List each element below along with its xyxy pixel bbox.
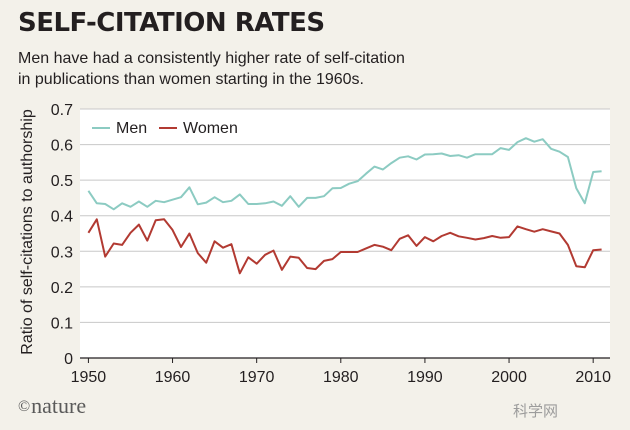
nature-wordmark: nature xyxy=(31,393,87,418)
x-tick-label: 1980 xyxy=(323,369,359,386)
x-tick-label: 1950 xyxy=(71,369,107,386)
subtitle-line-2: in publications than women starting in t… xyxy=(18,71,364,88)
x-tick-label: 2000 xyxy=(491,369,527,386)
y-tick-label: 0.3 xyxy=(51,244,73,261)
legend: Men Women xyxy=(92,120,238,137)
subtitle-line-1: Men have had a consistently higher rate … xyxy=(18,50,405,67)
x-tick-labels: 1950 1960 1970 1980 1990 2000 2010 xyxy=(71,358,611,386)
series-line-men xyxy=(87,137,602,211)
y-tick-label: 0 xyxy=(64,351,73,368)
y-tick-label: 0.2 xyxy=(51,280,73,297)
series-line-women xyxy=(87,218,602,275)
x-tick-label: 1960 xyxy=(155,369,191,386)
watermark: 科学网 xyxy=(513,402,559,420)
x-tick-label: 1990 xyxy=(407,369,443,386)
y-tick-labels: 0 0.1 0.2 0.3 0.4 0.5 0.6 0.7 xyxy=(51,102,73,368)
series-lines xyxy=(87,137,602,275)
legend-label-men: Men xyxy=(116,120,147,137)
plot-area xyxy=(80,109,610,358)
y-tick-label: 0.1 xyxy=(51,315,73,332)
chart-title: SELF-CITATION RATES xyxy=(18,8,325,38)
copyright-icon: © xyxy=(18,398,31,415)
nature-logo: ©nature xyxy=(18,393,86,419)
y-tick-label: 0.6 xyxy=(51,138,73,155)
y-tick-label: 0.7 xyxy=(51,102,73,119)
legend-label-women: Women xyxy=(183,120,238,137)
y-tick-label: 0.5 xyxy=(51,173,73,190)
x-tick-label: 1970 xyxy=(239,369,275,386)
x-tick-label: 2010 xyxy=(575,369,611,386)
y-tick-label: 0.4 xyxy=(51,209,73,226)
